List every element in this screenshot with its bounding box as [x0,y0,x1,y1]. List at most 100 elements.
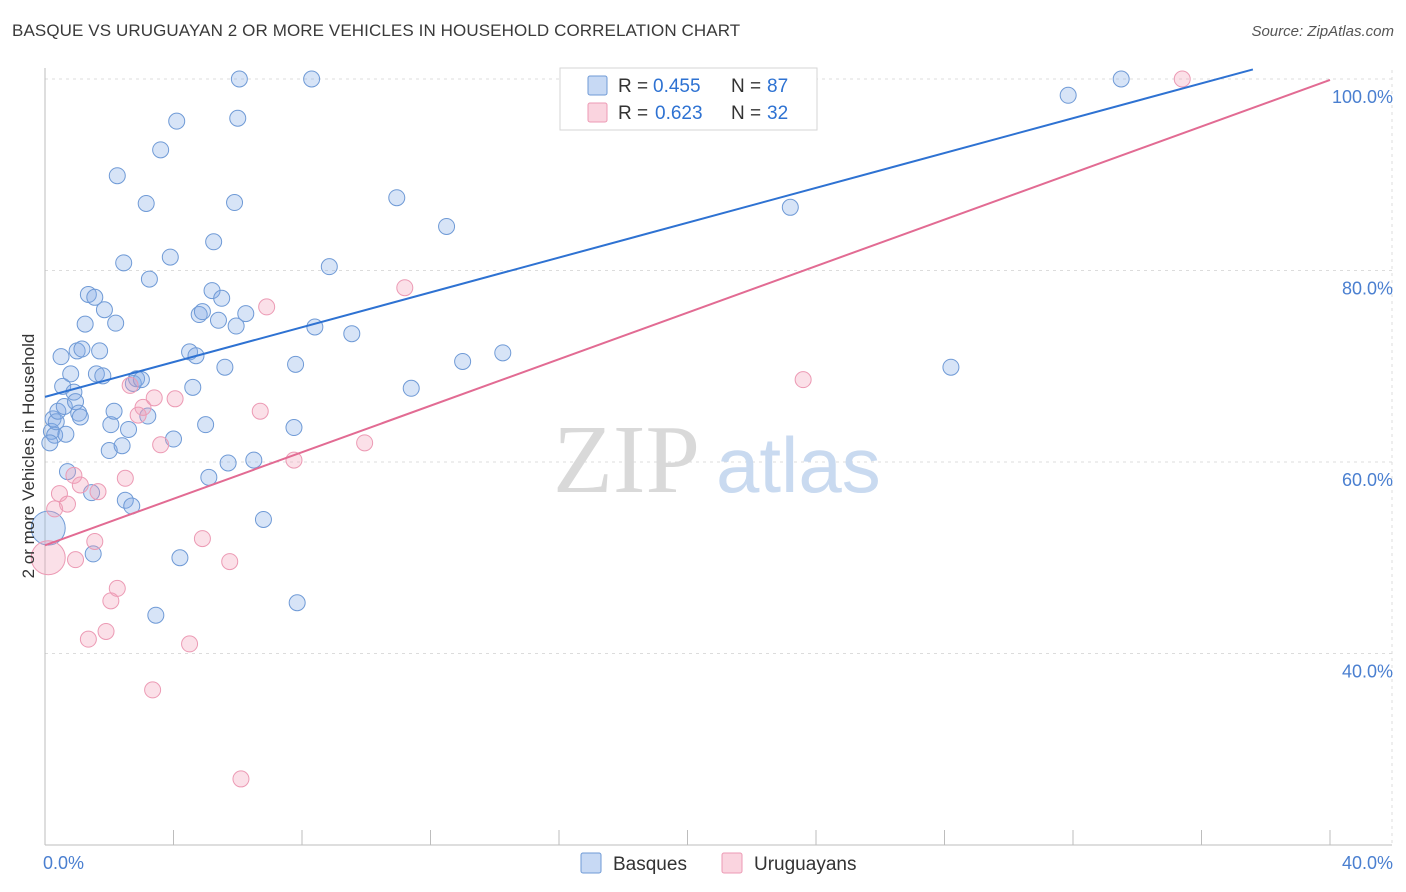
legend-stats-box [559,67,818,131]
point-basques-36 [124,374,142,392]
point-basques-15 [71,408,89,426]
point-basques-28 [105,402,123,420]
point-basques-52 [193,303,211,321]
legend-r-value-uruguayans: 0.623 [655,103,703,124]
point-basques-26 [100,442,118,460]
point-basques-5 [52,348,70,366]
point-basques-66 [245,451,263,469]
legend-n-label-uruguayans: N = [731,103,761,124]
point-basques-8 [57,425,75,443]
point-basques-59 [216,358,234,376]
point-basques-77 [438,217,456,235]
point-uruguayans-19 [152,436,170,454]
point-basques-65 [237,305,255,323]
tick-labels: 100.0% 80.0% 60.0% 40.0% 0.0% 40.0% [43,87,1393,873]
point-uruguayans-0 [30,540,66,576]
point-basques-47 [171,549,189,567]
point-basques-75 [388,189,406,207]
point-uruguayans-30 [794,371,812,389]
point-basques-42 [147,606,165,624]
point-basques-31 [113,437,131,455]
point-uruguayans-1 [46,500,64,518]
point-uruguayans-12 [108,579,126,597]
point-basques-32 [115,254,133,272]
watermark-zip: ZIP [553,406,700,514]
point-basques-84 [1112,70,1130,88]
y-tick-label-60: 60.0% [1342,470,1393,490]
point-uruguayans-28 [356,434,374,452]
legend-n-value-uruguayans: 32 [767,103,788,124]
point-uruguayans-4 [65,466,83,484]
y-tick-label-100: 100.0% [1332,87,1393,107]
point-uruguayans-22 [193,530,211,548]
point-basques-17 [76,315,94,333]
point-basques-74 [343,325,361,343]
legend-r-value-basques: 0.455 [653,76,701,97]
point-basques-70 [288,594,306,612]
point-basques-27 [102,416,120,434]
point-uruguayans-24 [232,770,250,788]
point-basques-25 [95,301,113,319]
legend: Basques Uruguayans [580,852,856,875]
point-basques-22 [87,365,105,383]
point-uruguayans-3 [58,495,76,513]
point-basques-76 [402,379,420,397]
point-uruguayans-17 [144,681,162,699]
legend-stats-swatch-uruguayans [587,102,608,123]
legend-n-label-basques: N = [731,76,761,97]
legend-swatch-basques[interactable] [580,852,602,874]
point-uruguayans-5 [67,551,85,569]
watermark: ZIP atlas [553,406,881,514]
point-basques-73 [320,258,338,276]
point-uruguayans-29 [396,279,414,297]
legend-n-value-basques: 87 [767,76,788,97]
point-uruguayans-10 [97,622,115,640]
point-uruguayans-26 [258,298,276,316]
point-basques-79 [494,344,512,362]
point-basques-20 [84,545,102,563]
point-uruguayans-25 [251,402,269,420]
point-uruguayans-23 [221,553,239,571]
point-basques-57 [209,311,227,329]
legend-r-label-basques: R = [618,76,648,97]
point-basques-60 [219,454,237,472]
point-basques-33 [116,491,134,509]
point-basques-39 [137,194,155,212]
y-axis-title: 2 or more Vehicles in Household [19,334,38,579]
point-basques-44 [161,248,179,266]
point-basques-83 [1059,86,1077,104]
point-basques-78 [454,352,472,370]
point-uruguayans-8 [86,532,104,550]
point-basques-23 [91,342,109,360]
point-basques-7 [55,397,73,415]
legend-stats: R = 0.455 N = 87 R = 0.623 N = 32 [559,67,818,131]
watermark-atlas: atlas [716,421,881,509]
source-label: Source: ZipAtlas.com [1251,23,1394,40]
legend-label-uruguayans[interactable]: Uruguayans [754,854,856,875]
trend-lines [44,68,1331,547]
legend-swatch-uruguayans[interactable] [721,852,743,874]
legend-r-label-uruguayans: R = [618,103,648,124]
point-uruguayans-18 [145,389,163,407]
point-basques-51 [190,306,208,324]
point-basques-41 [140,270,158,288]
point-basques-62 [227,317,245,335]
point-uruguayans-31 [1173,70,1191,88]
point-basques-58 [213,289,231,307]
data-points [30,70,1191,788]
point-uruguayans-20 [166,390,184,408]
point-basques-30 [108,167,126,185]
point-basques-49 [184,378,202,396]
y-tick-label-80: 80.0% [1342,279,1393,299]
x-tick-label-40: 40.0% [1342,853,1393,873]
point-basques-53 [197,416,215,434]
legend-label-basques[interactable]: Basques [613,854,687,875]
axes [44,68,1392,846]
point-basques-68 [285,419,303,437]
y-tick-label-40: 40.0% [1342,662,1393,682]
trend-line-basques [44,68,1254,398]
point-uruguayans-16 [134,398,152,416]
point-uruguayans-21 [181,635,199,653]
point-basques-63 [229,109,247,127]
point-uruguayans-6 [71,476,89,494]
